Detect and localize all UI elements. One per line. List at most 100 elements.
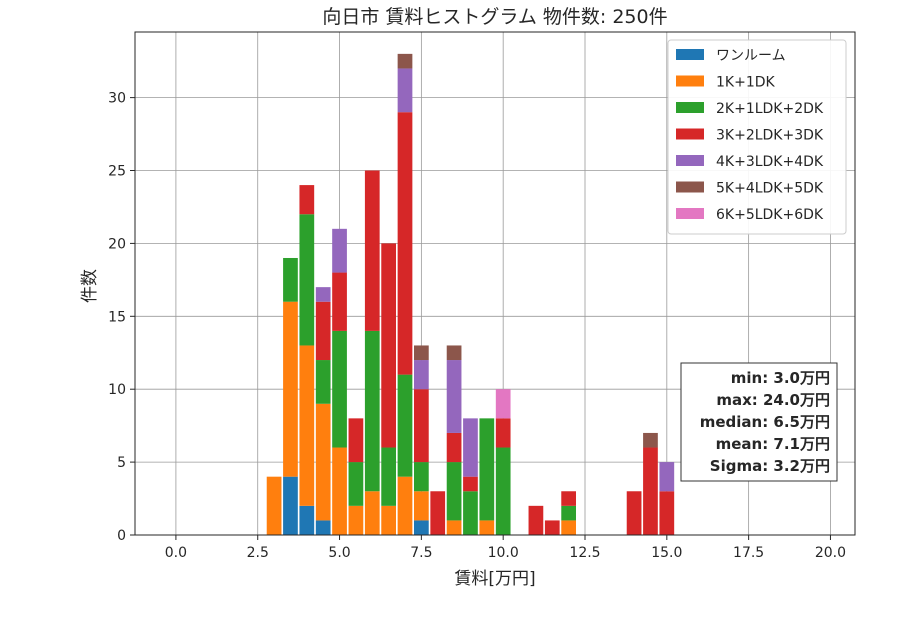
histogram-bar	[283, 476, 298, 535]
histogram-bar	[446, 360, 462, 433]
histogram-bar	[463, 418, 478, 477]
x-tick-label: 15.0	[651, 545, 682, 561]
histogram-bar	[381, 447, 396, 506]
histogram-bar	[299, 214, 315, 346]
histogram-bar	[348, 505, 364, 535]
histogram-bar	[397, 374, 413, 477]
x-tick-label: 2.5	[247, 545, 269, 561]
x-axis-label: 賃料[万円]	[454, 569, 535, 589]
x-tick-label: 17.5	[733, 545, 764, 561]
legend-swatch	[676, 75, 704, 87]
x-tick-label: 20.0	[815, 545, 846, 561]
histogram-bar	[299, 185, 315, 215]
histogram-bar	[446, 432, 462, 463]
histogram-bar	[283, 301, 298, 477]
histogram-bar	[414, 462, 429, 492]
histogram-bar	[315, 520, 331, 535]
histogram-bar	[397, 112, 413, 375]
stats-sigma: Sigma: 3.2万円	[710, 457, 830, 475]
histogram-bar	[332, 330, 347, 448]
legend-entry: 5K+4LDK+5DK	[716, 181, 824, 197]
stats-mean: mean: 7.1万円	[716, 435, 830, 453]
histogram-bar	[364, 330, 380, 492]
histogram-bar	[315, 301, 331, 361]
stats-median: median: 6.5万円	[700, 413, 830, 431]
legend-entry: ワンルーム	[716, 48, 786, 64]
histogram-bar	[348, 418, 364, 463]
histogram-bar	[430, 491, 446, 535]
stats-box: min: 3.0万円 max: 24.0万円 median: 6.5万円 mea…	[680, 362, 838, 482]
histogram-bar	[397, 68, 413, 113]
legend-swatch	[676, 49, 704, 60]
legend-entry: 6K+5LDK+6DK	[716, 207, 824, 223]
stats-max: max: 24.0万円	[716, 391, 830, 409]
histogram-bar	[479, 520, 495, 535]
histogram-bar	[479, 418, 495, 521]
histogram-bar	[348, 462, 364, 506]
y-tick-label: 25	[108, 164, 126, 180]
histogram-bar	[561, 505, 576, 521]
histogram-bar	[446, 345, 462, 361]
histogram-bar	[315, 287, 331, 302]
histogram-bar	[397, 476, 413, 535]
y-tick-label: 10	[108, 382, 126, 398]
legend-swatch	[676, 102, 704, 113]
histogram-bar	[414, 360, 429, 390]
histogram-bar	[463, 476, 478, 492]
legend-swatch	[676, 128, 704, 140]
chart-title: 向日市 賃料ヒストグラム 物件数: 250件	[322, 6, 667, 28]
plot-frame	[134, 31, 856, 536]
histogram-bar	[332, 228, 347, 273]
histogram-bar	[495, 447, 511, 535]
histogram-bar	[364, 491, 380, 535]
histogram-bar	[414, 491, 429, 521]
y-tick-label: 30	[108, 91, 126, 107]
histogram-bar	[315, 360, 331, 404]
x-tick-label: 12.5	[569, 545, 600, 561]
histogram-bar	[626, 491, 642, 535]
legend: ワンルーム 1K+1DK 2K+1LDK+2DK 3K+2LDK+3DK 4K+3LDK…	[667, 39, 847, 235]
histogram-bar	[528, 505, 544, 535]
histogram-bar	[283, 257, 298, 302]
x-tick-label: 0.0	[165, 545, 187, 561]
legend-swatch	[676, 155, 704, 166]
histogram-bar	[266, 476, 282, 535]
histogram-bar	[397, 53, 413, 69]
histogram-bar	[414, 520, 429, 535]
legend-entry: 1K+1DK	[716, 75, 776, 91]
legend-entry: 4K+3LDK+4DK	[716, 154, 824, 170]
histogram-bar	[381, 505, 396, 535]
histogram-bar	[414, 389, 429, 463]
legend-entry: 2K+1LDK+2DK	[716, 101, 824, 117]
histogram-bar	[364, 170, 380, 331]
x-tick-label: 10.0	[488, 545, 519, 561]
histogram-bar	[446, 462, 462, 521]
histogram-bar	[414, 345, 429, 361]
legend-entry: 3K+2LDK+3DK	[716, 128, 824, 144]
histogram-bar	[315, 403, 331, 521]
y-tick-label: 0	[117, 528, 126, 544]
histogram-bar	[643, 432, 658, 448]
histogram-bar	[561, 520, 576, 535]
x-tick-label: 7.5	[410, 545, 432, 561]
histogram-bar	[332, 272, 347, 331]
histogram-bar	[544, 520, 560, 535]
y-tick-label: 20	[108, 236, 126, 252]
legend-box	[667, 39, 847, 235]
histogram-bar	[446, 520, 462, 535]
histogram-bar	[561, 491, 576, 506]
histogram-bar	[495, 389, 511, 419]
histogram-bar	[495, 418, 511, 448]
histogram-bar	[299, 505, 315, 535]
stats-min: min: 3.0万円	[731, 369, 830, 387]
histogram-bar	[299, 345, 315, 506]
y-axis-label: 件数	[80, 269, 100, 303]
y-tick-label: 15	[108, 309, 126, 325]
legend-swatch	[676, 181, 704, 193]
histogram-bar	[332, 447, 347, 535]
legend-swatch	[676, 208, 704, 219]
x-tick-label: 5.0	[328, 545, 350, 561]
y-tick-label: 5	[117, 455, 126, 471]
histogram-bar	[659, 491, 675, 535]
